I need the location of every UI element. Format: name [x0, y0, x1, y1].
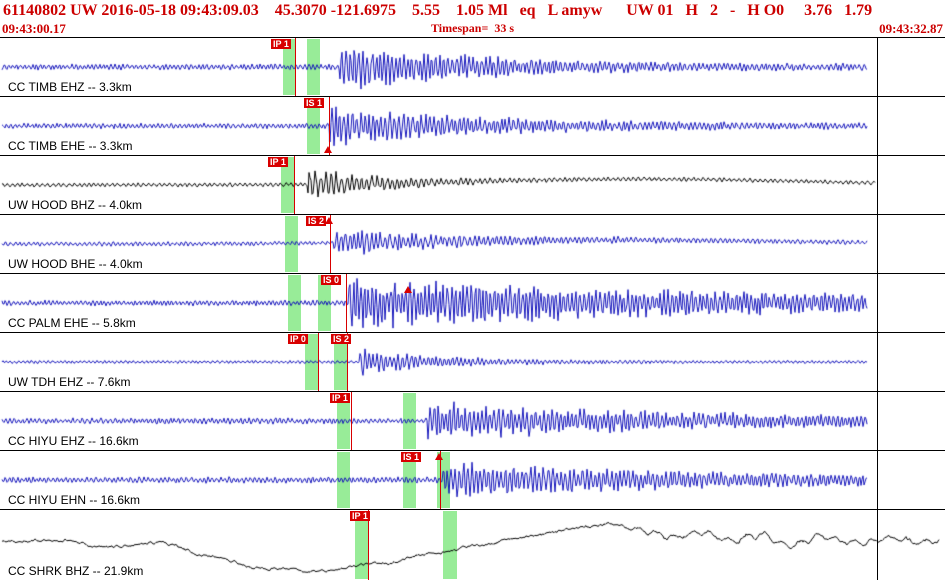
pick-flag[interactable]: IS 2	[331, 334, 352, 344]
pick-time-line[interactable]	[330, 215, 331, 273]
waveform-canvas[interactable]	[0, 510, 940, 580]
waveform-canvas[interactable]	[0, 451, 868, 509]
trace-row: IP 1 CC SHRK BHZ -- 21.9km	[0, 510, 945, 580]
trace-row: IS 0 CC PALM EHE -- 5.8km	[0, 274, 945, 333]
event-summary-line: 61140802 UW 2016-05-18 09:43:09.03 45.30…	[3, 2, 873, 19]
station-label: CC TIMB EHE -- 3.3km	[8, 139, 133, 153]
pick-flag[interactable]: IP 1	[268, 157, 288, 167]
trace-row: IP 1 CC TIMB EHZ -- 3.3km	[0, 38, 945, 97]
station-label: UW TDH EHZ -- 7.6km	[8, 375, 131, 389]
waveform-canvas[interactable]	[0, 215, 868, 273]
window-end-time: 09:43:32.87	[879, 21, 943, 36]
station-label: CC HIYU EHN -- 16.6km	[8, 493, 141, 507]
time-row: 09:43:00.17 Timespan= 33 s 09:43:32.87	[0, 21, 945, 36]
pick-time-line[interactable]	[294, 156, 295, 214]
pick-flag[interactable]: IS 0	[321, 275, 342, 285]
window-start-time: 09:43:00.17	[2, 21, 66, 36]
trace-row: IS 1 CC TIMB EHE -- 3.3km	[0, 97, 945, 156]
pick-caret-icon	[404, 286, 412, 293]
station-label: CC SHRK BHZ -- 21.9km	[8, 564, 144, 578]
pick-time-line[interactable]	[347, 333, 348, 391]
station-label: CC PALM EHE -- 5.8km	[8, 316, 136, 330]
pick-flag[interactable]: IS 1	[401, 452, 422, 462]
trace-row: IS 2 UW HOOD BHE -- 4.0km	[0, 215, 945, 274]
trace-row: IP 0 IS 2 UW TDH EHZ -- 7.6km	[0, 333, 945, 392]
trace-area: IP 1 CC TIMB EHZ -- 3.3km IS 1 CC TIMB EHE …	[0, 37, 945, 580]
pick-time-line[interactable]	[351, 392, 352, 450]
pick-caret-icon	[435, 453, 443, 460]
waveform-canvas[interactable]	[0, 97, 868, 155]
station-label: UW HOOD BHE -- 4.0km	[8, 257, 143, 271]
station-label: CC TIMB EHZ -- 3.3km	[8, 80, 132, 94]
timespan-label: Timespan= 33 s	[431, 21, 514, 35]
pick-time-line[interactable]	[318, 333, 319, 391]
pick-flag[interactable]: IP 1	[330, 393, 350, 403]
pick-time-line[interactable]	[440, 451, 441, 509]
pick-flag[interactable]: IS 2	[306, 216, 327, 226]
station-label: CC HIYU EHZ -- 16.6km	[8, 434, 139, 448]
pick-caret-icon	[324, 146, 332, 153]
right-border-line	[877, 37, 878, 580]
pick-time-line[interactable]	[346, 274, 347, 332]
station-label: UW HOOD BHZ -- 4.0km	[8, 198, 142, 212]
waveform-canvas[interactable]	[0, 38, 868, 96]
pick-time-line[interactable]	[368, 510, 369, 580]
pick-caret-icon	[325, 217, 333, 224]
waveform-canvas[interactable]	[0, 274, 868, 332]
pick-time-line[interactable]	[295, 38, 296, 96]
waveform-canvas[interactable]	[0, 392, 868, 450]
waveform-canvas[interactable]	[0, 333, 868, 391]
trace-row: IP 1 CC HIYU EHZ -- 16.6km	[0, 392, 945, 451]
pick-flag[interactable]: IP 0	[288, 334, 308, 344]
pick-time-line[interactable]	[329, 97, 330, 155]
pick-flag[interactable]: IP 1	[271, 39, 291, 49]
trace-row: IS 1 CC HIYU EHN -- 16.6km	[0, 451, 945, 510]
pick-flag[interactable]: IP 1	[350, 511, 370, 521]
pick-flag[interactable]: IS 1	[304, 98, 325, 108]
event-header: 61140802 UW 2016-05-18 09:43:09.03 45.30…	[0, 0, 945, 36]
waveform-canvas[interactable]	[0, 156, 876, 214]
trace-row: IP 1 UW HOOD BHZ -- 4.0km	[0, 156, 945, 215]
